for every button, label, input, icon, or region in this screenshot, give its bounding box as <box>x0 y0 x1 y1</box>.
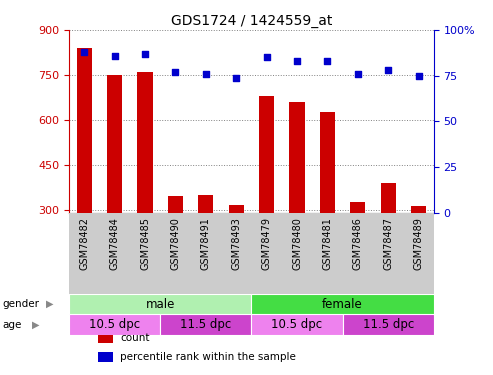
Text: GSM78490: GSM78490 <box>171 217 180 270</box>
Point <box>172 69 179 75</box>
Bar <box>251 294 434 314</box>
Title: GDS1724 / 1424559_at: GDS1724 / 1424559_at <box>171 13 332 28</box>
Point <box>415 73 423 79</box>
Text: GSM78480: GSM78480 <box>292 217 302 270</box>
Point <box>141 51 149 57</box>
Bar <box>69 294 251 314</box>
Bar <box>198 195 213 213</box>
Text: age: age <box>2 320 22 330</box>
Text: male: male <box>145 298 175 311</box>
Text: ▶: ▶ <box>46 299 53 309</box>
Text: 10.5 dpc: 10.5 dpc <box>89 318 140 331</box>
Bar <box>343 314 434 334</box>
Text: count: count <box>120 333 149 343</box>
Point <box>323 58 331 64</box>
Text: GSM78487: GSM78487 <box>383 217 393 270</box>
Bar <box>251 314 343 334</box>
Text: GSM78482: GSM78482 <box>79 217 89 270</box>
Bar <box>76 48 92 213</box>
Bar <box>98 333 113 343</box>
Bar <box>289 102 305 213</box>
Text: GSM78481: GSM78481 <box>322 217 332 270</box>
Point <box>202 71 210 77</box>
Bar <box>168 196 183 213</box>
Text: GSM78491: GSM78491 <box>201 217 211 270</box>
Text: GSM78486: GSM78486 <box>353 217 363 270</box>
Bar <box>411 206 426 213</box>
Text: gender: gender <box>2 299 39 309</box>
Point <box>232 75 240 81</box>
Point <box>110 53 119 58</box>
Text: 11.5 dpc: 11.5 dpc <box>180 318 231 331</box>
Bar <box>107 75 122 213</box>
Text: GSM78484: GSM78484 <box>109 217 120 270</box>
Text: GSM78479: GSM78479 <box>262 217 272 270</box>
Text: GSM78489: GSM78489 <box>414 217 423 270</box>
Bar <box>381 183 396 213</box>
Bar <box>160 314 251 334</box>
Bar <box>138 72 153 213</box>
Text: 10.5 dpc: 10.5 dpc <box>272 318 322 331</box>
Text: 11.5 dpc: 11.5 dpc <box>363 318 414 331</box>
Text: female: female <box>322 298 363 311</box>
Text: GSM78485: GSM78485 <box>140 217 150 270</box>
Text: GSM78493: GSM78493 <box>231 217 241 270</box>
Bar <box>350 202 365 213</box>
Point <box>80 49 88 55</box>
Text: ▶: ▶ <box>32 320 39 330</box>
Point <box>293 58 301 64</box>
Bar <box>98 351 113 362</box>
Point <box>354 71 362 77</box>
Text: percentile rank within the sample: percentile rank within the sample <box>120 352 296 362</box>
Bar <box>229 206 244 213</box>
Bar <box>320 112 335 213</box>
Point <box>384 67 392 73</box>
Point <box>263 54 271 60</box>
Bar <box>69 314 160 334</box>
Bar <box>259 96 274 213</box>
